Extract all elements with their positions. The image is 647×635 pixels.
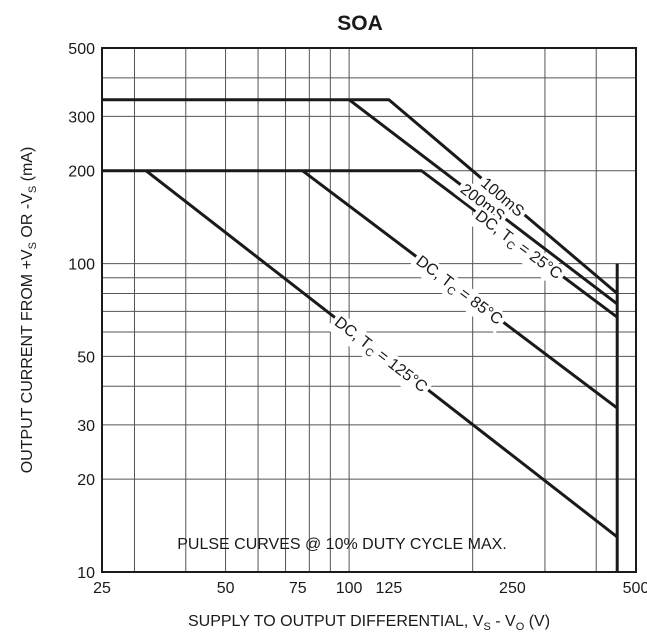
grid xyxy=(102,48,636,572)
x-axis-label-tail: (V) xyxy=(524,613,550,630)
y-axis-label-s2: S xyxy=(27,186,39,193)
y-tick-labels: 10 20 30 50 100 200 300 500 xyxy=(68,41,95,582)
x-tick-label: 75 xyxy=(289,580,307,597)
curve-label-group-3: DC, TC = 85°C xyxy=(407,250,509,334)
y-tick-label: 500 xyxy=(68,41,95,58)
curve-label-bg-2 xyxy=(467,204,568,288)
chart-title: SOA xyxy=(337,12,383,35)
x-tick-label: 250 xyxy=(499,580,526,597)
curve-label-bg-4 xyxy=(326,311,434,402)
x-axis-label-sub2: O xyxy=(516,621,525,633)
y-tick-label: 20 xyxy=(77,472,95,489)
x-tick-label: 100 xyxy=(336,580,363,597)
curve-label-bg-0 xyxy=(474,172,530,224)
x-tick-label: 25 xyxy=(93,580,111,597)
x-axis-label-mid: - V xyxy=(491,613,516,630)
y-tick-label: 300 xyxy=(68,109,95,126)
y-axis-label-p3: (mA) xyxy=(19,147,36,186)
y-axis-label-p1: OUTPUT CURRENT FROM +V xyxy=(19,249,36,473)
x-tick-labels: 25 50 75 100 125 250 500 xyxy=(93,580,647,597)
x-tick-label: 125 xyxy=(376,580,403,597)
curve-label-bg-3 xyxy=(407,250,509,334)
y-axis-label-p2: OR -V xyxy=(19,193,36,242)
y-tick-label: 30 xyxy=(77,418,95,435)
curve-label-3: DC, TC = 85°C xyxy=(411,253,506,331)
pulse-note: PULSE CURVES @ 10% DUTY CYCLE MAX. xyxy=(177,536,507,553)
y-axis-label: OUTPUT CURRENT FROM +VS OR -VS (mA) xyxy=(19,147,39,474)
x-tick-label: 500 xyxy=(623,580,647,597)
plot-frame xyxy=(101,47,637,573)
y-tick-label: 100 xyxy=(68,257,95,274)
series-line-0 xyxy=(102,98,619,295)
y-axis-label-s1: S xyxy=(27,242,39,249)
y-tick-label: 50 xyxy=(77,349,95,366)
curve-label-bg-1 xyxy=(453,178,511,228)
x-axis-label-sub1: S xyxy=(483,621,490,633)
y-tick-label: 10 xyxy=(77,565,95,582)
x-axis-label-main: SUPPLY TO OUTPUT DIFFERENTIAL, V xyxy=(188,613,484,630)
x-axis-label: SUPPLY TO OUTPUT DIFFERENTIAL, VS - VO (… xyxy=(188,613,550,633)
x-tick-label: 50 xyxy=(217,580,235,597)
y-tick-label: 200 xyxy=(68,164,95,181)
